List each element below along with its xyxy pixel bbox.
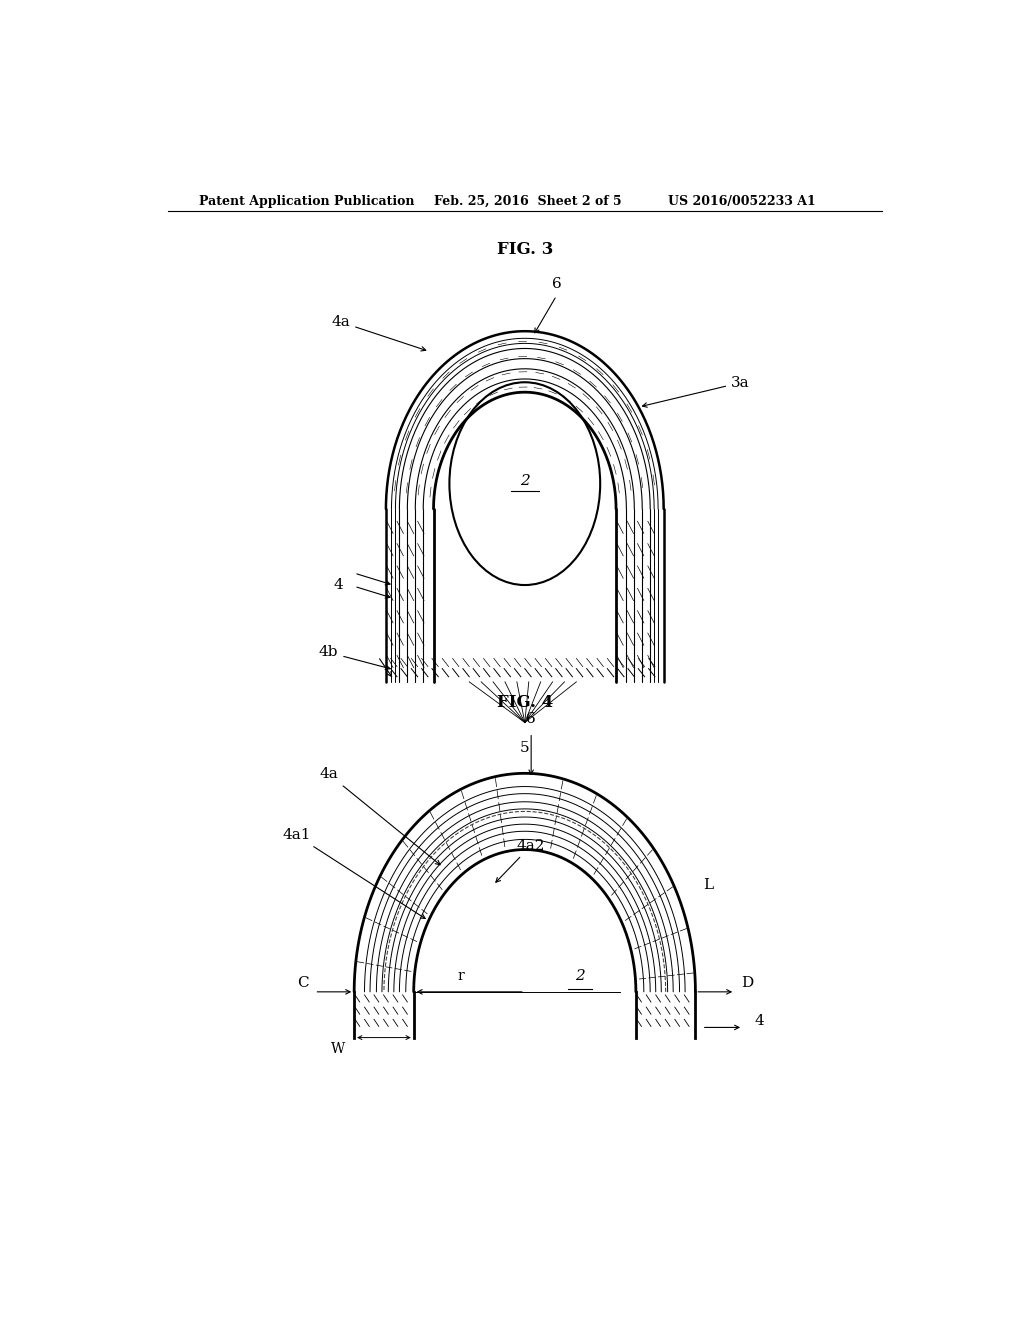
Text: Patent Application Publication: Patent Application Publication — [200, 194, 415, 207]
Text: Feb. 25, 2016  Sheet 2 of 5: Feb. 25, 2016 Sheet 2 of 5 — [433, 194, 622, 207]
Text: 5: 5 — [520, 741, 529, 755]
Text: 4: 4 — [755, 1014, 765, 1028]
Text: C: C — [297, 975, 308, 990]
Text: 2: 2 — [575, 969, 586, 982]
Text: US 2016/0052233 A1: US 2016/0052233 A1 — [668, 194, 815, 207]
Text: 4a2: 4a2 — [496, 838, 546, 882]
Text: 4b: 4b — [318, 645, 390, 669]
Text: 2: 2 — [520, 474, 529, 487]
Text: 3a: 3a — [642, 376, 750, 408]
Text: L: L — [703, 878, 714, 892]
Text: FIG. 4: FIG. 4 — [497, 694, 553, 710]
Text: r: r — [458, 969, 465, 982]
Text: FIG. 3: FIG. 3 — [497, 242, 553, 259]
Text: D: D — [741, 975, 753, 990]
Text: W: W — [331, 1041, 345, 1056]
Text: 4a: 4a — [319, 767, 440, 865]
Text: 6: 6 — [526, 711, 536, 726]
Text: 4a1: 4a1 — [282, 829, 425, 919]
Text: 6: 6 — [552, 277, 561, 292]
Text: 4: 4 — [334, 578, 343, 593]
Text: 4a: 4a — [332, 315, 426, 351]
